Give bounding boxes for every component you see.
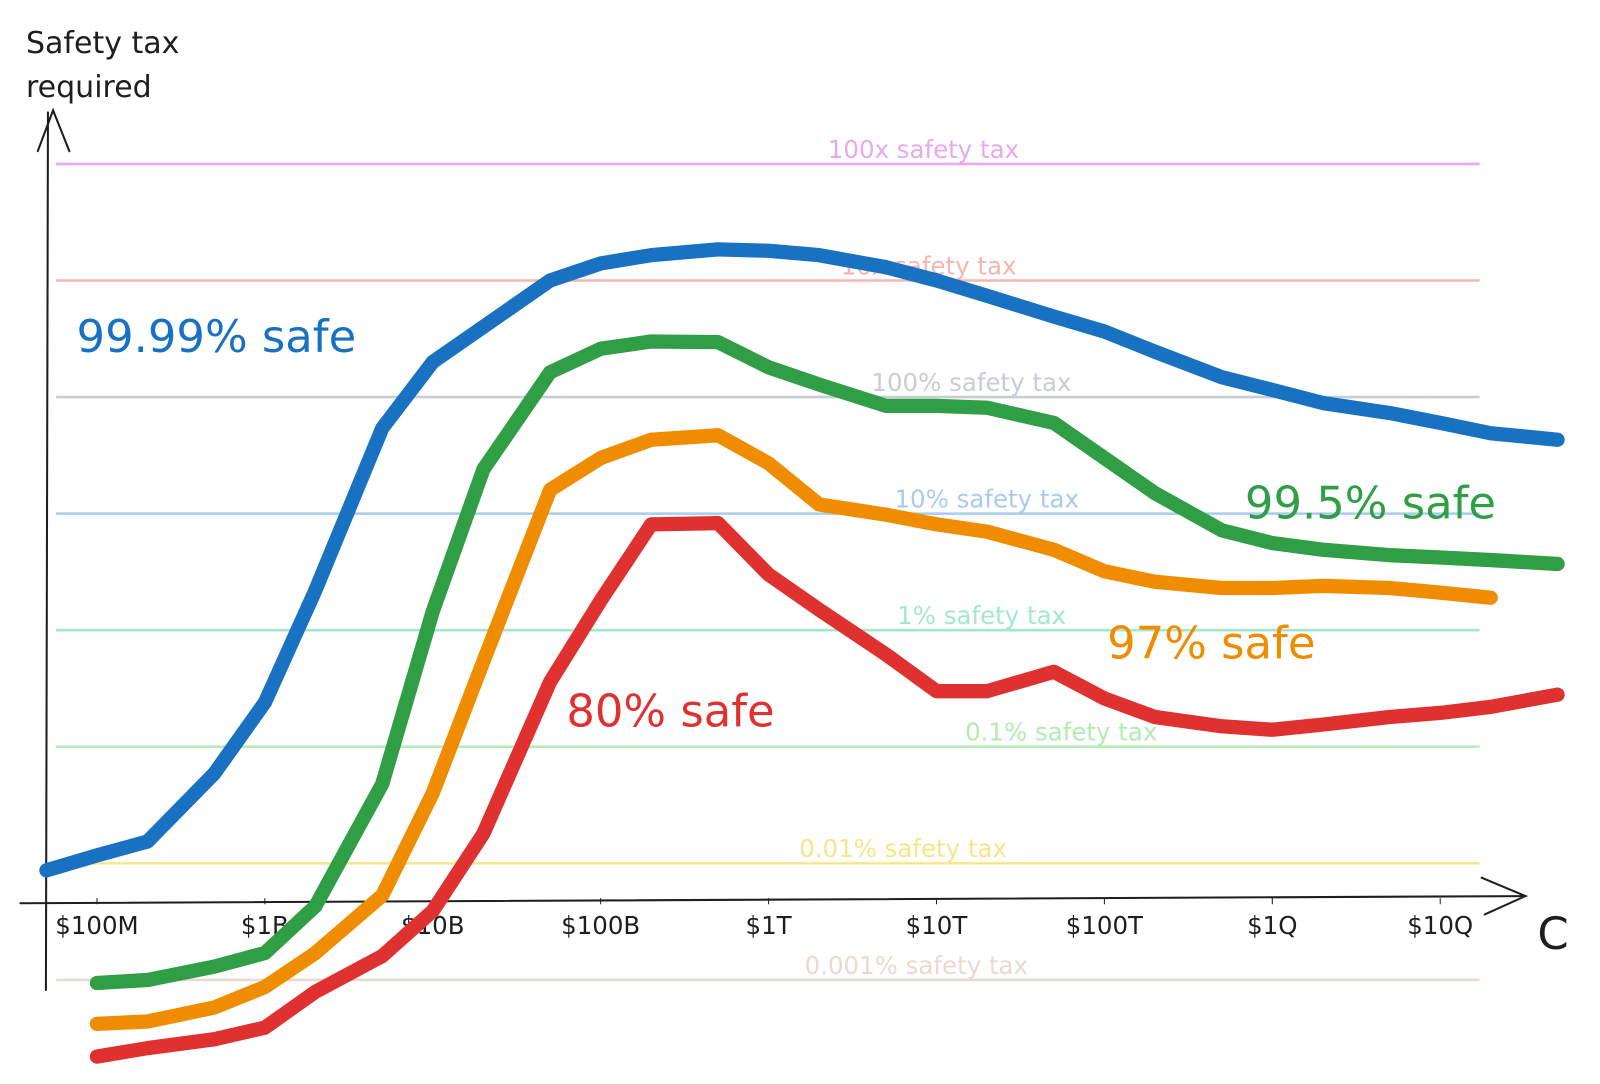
y-axis [36, 107, 71, 991]
series-line [39, 242, 1565, 878]
y-tick-label: 0.001% safety tax [805, 951, 1028, 980]
series-label: 80% safe [566, 685, 774, 738]
x-axis-label: C [1537, 907, 1568, 960]
y-tick-label: 10% safety tax [894, 485, 1078, 514]
series-label: 99.99% safe [77, 310, 357, 363]
series-line [89, 334, 1565, 991]
series: 99.99% safe 99.5% safe 97% safe 80% safe [39, 242, 1565, 1064]
x-axis [19, 876, 1529, 916]
series-label: 99.5% safe [1245, 477, 1496, 530]
series-label: 97% safe [1107, 616, 1315, 669]
series-line [89, 515, 1565, 1064]
axis-title: Safety tax required [26, 26, 180, 105]
y-tick-label: 0.01% safety tax [799, 834, 1007, 863]
x-tick-label: $100T [1066, 911, 1144, 940]
x-tick-label: $10Q [1407, 911, 1473, 940]
axes: C [19, 107, 1569, 991]
x-tick-label: $100B [561, 911, 640, 940]
x-tick-label: $100M [55, 911, 138, 940]
y-tick-label: 100% safety tax [871, 368, 1071, 397]
x-ticks: $100M $1B $10B $100B $1T $10T $100T $1Q $10Q [55, 898, 1473, 940]
x-tick-label: $1T [746, 911, 793, 940]
y-tick-label: 1% safety tax [897, 601, 1066, 630]
series-line [89, 428, 1498, 1031]
y-tick-label: 0.1% safety tax [965, 718, 1157, 747]
x-tick-label: $10T [906, 911, 969, 940]
y-tick-label: 100x safety tax [828, 135, 1019, 164]
x-tick-label: $1Q [1247, 911, 1297, 940]
